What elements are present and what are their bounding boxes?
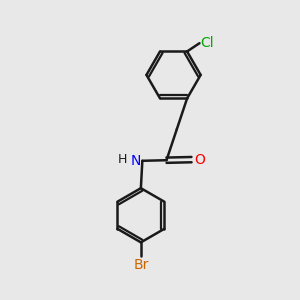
Text: N: N: [131, 154, 141, 168]
Text: Br: Br: [133, 258, 148, 272]
Text: H: H: [118, 153, 128, 166]
Text: O: O: [194, 153, 205, 166]
Text: Cl: Cl: [200, 36, 214, 50]
